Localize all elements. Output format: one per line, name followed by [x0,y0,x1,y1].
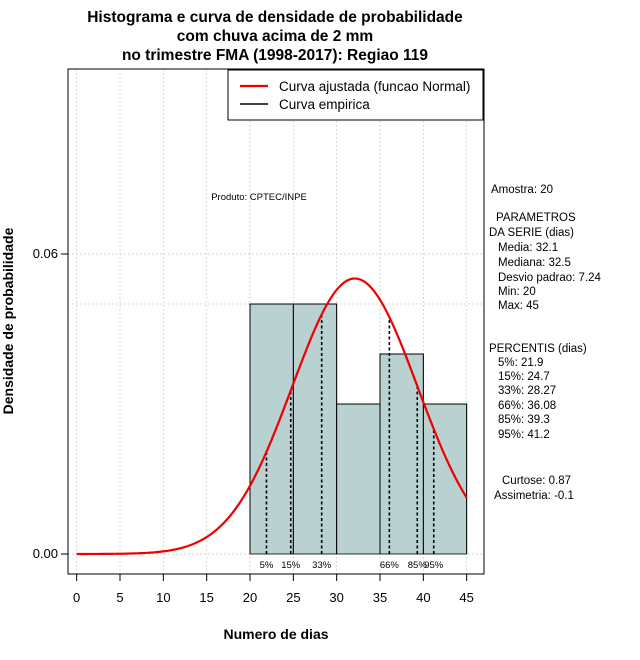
params-heading-2: DA SERIE (dias) [489,227,574,239]
x-tick-label-15: 15 [199,590,213,605]
axes: 0 5 10 15 20 25 30 35 40 45 0.00 0.06 [33,246,474,605]
legend-label-normal: Curva ajustada (funcao Normal) [279,79,470,94]
x-tick-label-45: 45 [459,590,473,605]
percentiles-heading: PERCENTIS (dias) [489,343,587,355]
chart-title-line-3: no trimestre FMA (1998-2017): Regiao 119 [122,47,428,64]
chart-title-line-2: com chuva acima de 2 mm [177,28,373,45]
histogram-bar-3 [336,403,381,555]
percentile-label-33: 33% [312,560,332,571]
params-stddev: Desvio padrao: 7.24 [498,272,602,284]
percentile-markers: 5% 15% 33% 66% 85%95% [260,314,444,571]
percentile-label-66: 66% [380,560,400,571]
params-heading-1: PARAMETROS [496,212,576,224]
x-tick-label-30: 30 [329,590,343,605]
histogram-bar-1 [249,303,294,555]
product-credit: Produto: CPTEC/INPE [211,192,307,203]
percentile-85: 85%: 39.3 [498,414,550,426]
legend-label-empirical: Curva empirica [279,97,370,112]
x-tick-label-40: 40 [416,590,430,605]
percentile-15: 15%: 24.7 [498,371,550,383]
histogram-bar-2 [292,303,338,555]
statistics-panel: Amostra: 20 PARAMETROS DA SERIE (dias) M… [489,184,602,502]
params-mean: Media: 32.1 [498,242,558,254]
percentile-label-5: 5% [260,560,274,571]
skewness: Assimetria: -0.1 [494,490,574,502]
params-max: Max: 45 [498,300,539,312]
params-min: Min: 20 [498,286,536,298]
percentile-95: 95%: 41.2 [498,429,550,441]
histogram-bar-5 [422,403,468,555]
histogram-bars [249,303,468,555]
sample-size: Amostra: 20 [491,184,553,196]
x-tick-label-5: 5 [116,590,123,605]
kurtosis: Curtose: 0.87 [502,475,571,487]
legend-box [227,69,484,121]
y-tick-label-0: 0.00 [33,546,58,561]
percentile-label-95: 95% [424,560,444,571]
x-tick-label-25: 25 [286,590,300,605]
legend: Curva ajustada (funcao Normal) Curva emp… [227,69,484,121]
percentile-5: 5%: 21.9 [498,357,543,369]
x-axis-title: Numero de dias [223,626,328,642]
chart-title-line-1: Histograma e curva de densidade de proba… [87,9,463,26]
x-tick-label-0: 0 [73,590,80,605]
percentile-label-85: 85% [408,560,428,571]
percentile-33: 33%: 28.27 [498,385,556,397]
percentile-label-15: 15% [281,560,301,571]
x-tick-label-20: 20 [243,590,257,605]
y-axis-title: Densidade de probabilidade [0,227,16,414]
density-curves [76,277,468,556]
x-tick-label-35: 35 [373,590,387,605]
params-median: Mediana: 32.5 [498,257,571,269]
percentile-66: 66%: 36.08 [498,400,556,412]
x-tick-label-10: 10 [156,590,170,605]
y-tick-label-1: 0.06 [33,246,58,261]
normal-curve [76,277,468,556]
